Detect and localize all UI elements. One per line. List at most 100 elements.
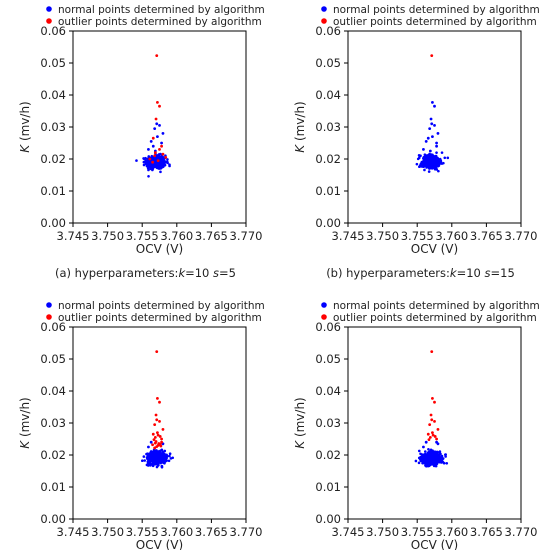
normal-point (424, 140, 428, 143)
x-tick-label: 3.745 (332, 525, 365, 539)
normal-point (159, 457, 162, 461)
normal-point (162, 158, 165, 161)
normal-point (429, 117, 433, 121)
normal-point (148, 163, 151, 166)
y-tick-label: 0.00 (315, 216, 341, 230)
normal-point (158, 161, 161, 165)
legend-label-normal: normal points determined by algorithm (333, 4, 540, 16)
x-tick-label: 3.770 (230, 229, 263, 243)
normal-point (424, 164, 427, 167)
x-tick-label: 3.755 (401, 229, 434, 243)
y-tick-label: 0.04 (315, 384, 341, 398)
normal-point (431, 459, 434, 463)
normal-point (432, 155, 436, 159)
normal-point (437, 169, 440, 173)
normal-point (429, 154, 433, 158)
y-tick-label: 0.00 (40, 512, 66, 526)
normal-cluster (415, 151, 450, 173)
normal-point (154, 453, 158, 457)
normal-point (149, 164, 153, 168)
normal-point (160, 154, 163, 158)
x-tick-label: 3.745 (57, 229, 90, 243)
normal-point (432, 166, 436, 170)
legend: normal points determined by algorithmout… (46, 300, 265, 324)
outlier-point (431, 396, 434, 400)
normal-series (147, 122, 165, 153)
outlier-point (430, 350, 434, 354)
normal-point (161, 450, 165, 454)
outlier-point (158, 420, 161, 423)
outlier-point (160, 144, 163, 148)
outlier-point (148, 157, 152, 161)
normal-point (163, 163, 167, 167)
y-tick-label: 0.02 (315, 152, 341, 166)
legend-label-outlier: outlier points determined by algorithm (58, 16, 262, 28)
normal-point (147, 445, 150, 449)
outlier-point (433, 420, 436, 423)
normal-point (424, 458, 428, 462)
normal-point (417, 461, 421, 465)
x-tick-label: 3.745 (332, 229, 365, 243)
normal-point (148, 461, 152, 465)
outlier-point (151, 160, 154, 164)
outlier-point (433, 400, 436, 404)
legend-label-outlier: outlier points determined by algorithm (58, 312, 262, 324)
outlier-point (428, 436, 432, 439)
normal-point (427, 455, 431, 458)
normal-point (435, 144, 438, 148)
normal-point (441, 457, 445, 460)
x-tick-label: 3.765 (195, 229, 228, 243)
normal-point (428, 152, 431, 156)
outlier-point (156, 433, 160, 437)
normal-point (141, 459, 144, 463)
outlier-point (153, 154, 157, 158)
normal-point (417, 456, 421, 460)
y-tick-label: 0.04 (40, 88, 66, 102)
normal-point (434, 459, 438, 462)
normal-point (440, 461, 443, 464)
normal-point (168, 454, 171, 458)
normal-point (161, 454, 165, 458)
outlier-point (161, 152, 165, 156)
normal-point (144, 156, 147, 160)
normal-point (423, 454, 427, 457)
panel-caption: (b) hyperparameters:k=10 s=15 (326, 266, 515, 280)
x-tick-label: 3.755 (126, 229, 159, 243)
normal-point (421, 162, 425, 165)
outlier-point (430, 54, 434, 58)
y-tick-label: 0.02 (40, 152, 66, 166)
legend-marker-outlier (46, 314, 52, 320)
outlier-point (156, 159, 160, 163)
outlier-point (435, 437, 438, 441)
normal-point (146, 463, 149, 467)
y-axis-label: K (mv/h) (18, 101, 32, 153)
normal-point (440, 151, 444, 154)
normal-point (431, 100, 434, 104)
outlier-point (158, 104, 161, 108)
x-axis-label: OCV (V) (411, 242, 458, 256)
normal-point (146, 460, 150, 463)
legend-marker-normal (321, 302, 327, 308)
outlier-point (158, 148, 161, 151)
normal-point (434, 452, 438, 455)
normal-series (422, 100, 440, 153)
legend-marker-outlier (46, 18, 52, 24)
plot-frame (347, 30, 522, 224)
x-tick-label: 3.760 (435, 229, 468, 243)
normal-point (434, 167, 438, 171)
normal-point (427, 170, 431, 173)
normal-point (152, 450, 155, 453)
outlier-point (160, 437, 163, 441)
legend-marker-normal (321, 6, 327, 12)
legend-marker-outlier (321, 314, 327, 320)
normal-point (435, 141, 438, 145)
normal-point (164, 160, 168, 164)
normal-point (422, 155, 426, 159)
y-tick-label: 0.06 (40, 24, 66, 38)
normal-point (422, 160, 425, 163)
outlier-series (148, 54, 168, 164)
outlier-point (153, 436, 157, 439)
normal-series (422, 440, 440, 449)
normal-point (160, 166, 164, 169)
